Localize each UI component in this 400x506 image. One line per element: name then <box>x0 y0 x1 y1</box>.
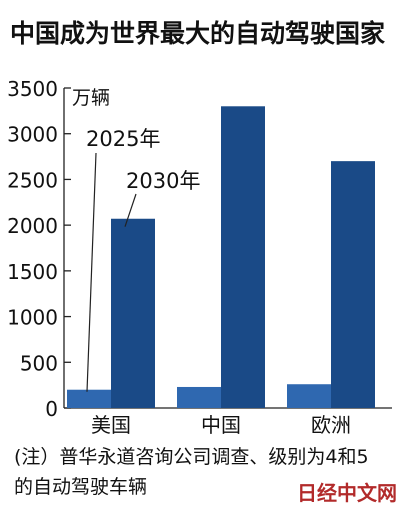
bar-2025-0 <box>67 389 111 408</box>
x-category-label: 欧洲 <box>311 413 351 437</box>
y-tick-label: 3000 <box>7 123 58 147</box>
y-tick-label: 1500 <box>7 260 58 284</box>
watermark: 日经中文网 <box>297 481 397 505</box>
y-tick-label: 500 <box>20 351 58 375</box>
footnote-line-2: 的自动驾驶车辆 <box>14 476 148 498</box>
x-category-label: 美国 <box>91 413 131 437</box>
leader-line-2025 <box>86 152 97 392</box>
y-axis-label: 万辆 <box>72 87 110 109</box>
y-tick-label: 2500 <box>7 168 58 192</box>
footnote-line-1: (注）普华永道咨询公司调查、级别为4和5 <box>14 446 369 468</box>
y-tick-label: 2000 <box>7 214 58 238</box>
bar-2030-2 <box>331 161 375 408</box>
chart-title: 中国成为世界最大的自动驾驶国家 <box>10 19 386 48</box>
x-category-label: 中国 <box>201 413 241 437</box>
bar-2025-2 <box>287 384 331 408</box>
y-tick-label: 1000 <box>7 306 58 330</box>
series-label-2030: 2030年 <box>126 169 200 193</box>
y-tick-label: 3500 <box>7 77 58 101</box>
bars <box>67 106 375 409</box>
leader-line-2030 <box>124 193 137 227</box>
footnote: (注）普华永道咨询公司调查、级别为4和5 的自动驾驶车辆 <box>14 442 386 502</box>
bar-2030-0 <box>111 218 155 408</box>
bar-2025-1 <box>177 386 221 408</box>
y-tick-label: 0 <box>45 397 58 421</box>
bar-2030-1 <box>221 106 265 409</box>
series-label-2025: 2025年 <box>86 127 160 151</box>
